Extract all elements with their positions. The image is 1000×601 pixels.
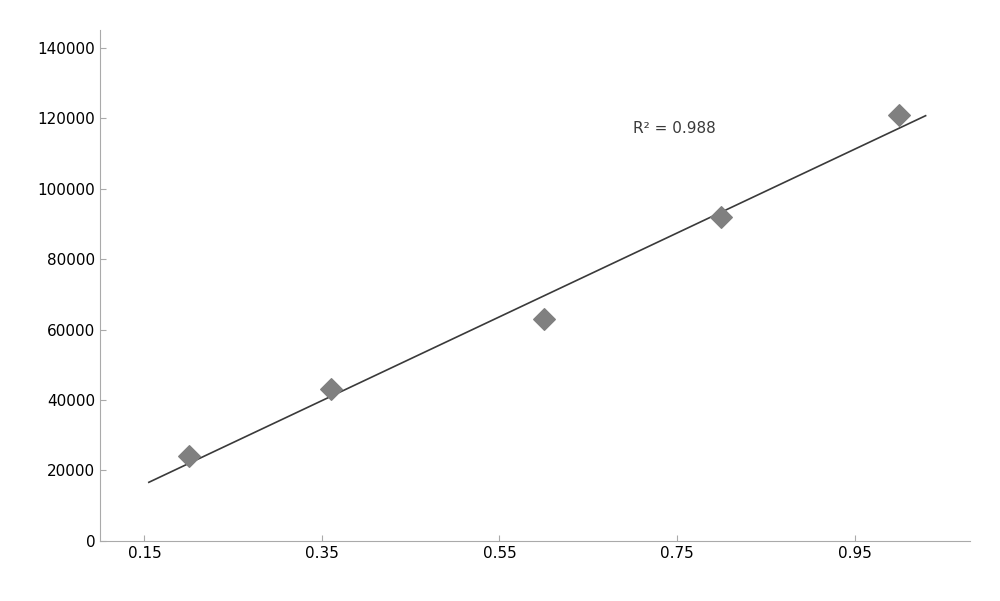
Point [323,385,339,394]
Point [713,212,729,222]
Point [891,110,907,120]
Point [536,314,552,324]
Point [181,451,197,461]
Text: R² = 0.988: R² = 0.988 [633,121,715,136]
